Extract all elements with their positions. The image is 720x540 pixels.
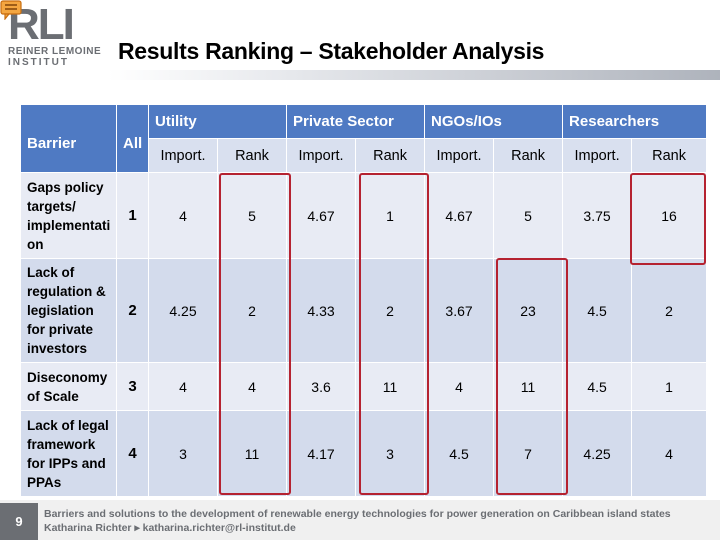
ngo-rank: 7 (493, 410, 564, 497)
barrier-label-line: framework (27, 436, 96, 452)
barrier-label: Diseconomy of Scale (20, 362, 117, 411)
page-number: 9 (0, 503, 38, 540)
ranking-table: Barrier All Utility Private Sector NGOs/… (20, 104, 708, 497)
research-rank: 1 (631, 362, 708, 411)
utility-rank: 4 (216, 362, 288, 411)
footer-bar (0, 500, 720, 540)
private-rank: 11 (355, 362, 426, 411)
barrier-label-line: for private (27, 322, 94, 337)
all-rank: 2 (116, 258, 149, 363)
barrier-label-line: Diseconomy (27, 369, 108, 385)
page-title: Results Ranking – Stakeholder Analysis (118, 38, 545, 64)
utility-import: 4 (148, 362, 218, 411)
barrier-label-line: targets/ (27, 198, 76, 214)
ngo-import: 4.5 (424, 410, 495, 497)
ngo-import: 3.67 (424, 258, 495, 363)
barrier-label-line: of Scale (27, 388, 79, 404)
all-rank: 3 (116, 362, 149, 411)
header-barrier: Barrier (20, 104, 117, 173)
barrier-label-line: PPAs (27, 474, 62, 490)
private-import: 3.6 (286, 362, 357, 411)
all-rank: 4 (116, 410, 149, 497)
subheader-cell: Import. (562, 138, 633, 173)
subheader-cell: Rank (631, 138, 708, 173)
footer-subtitle: Barriers and solutions to the developmen… (44, 508, 671, 520)
header-utility: Utility (147, 104, 288, 139)
ngo-import: 4 (424, 362, 495, 411)
barrier-label: Lack of legal framework for IPPs and PPA… (20, 410, 117, 497)
subheader-cell: Import. (424, 138, 495, 173)
barrier-label: Lack of regulation & legislation for pri… (20, 258, 117, 363)
private-rank: 1 (355, 172, 426, 259)
subheader-cell: Import. (286, 138, 357, 173)
research-import: 4.25 (562, 410, 633, 497)
subheader-cell: Rank (493, 138, 564, 173)
ngo-rank: 23 (493, 258, 564, 363)
highlight-box-research-rank (630, 173, 706, 265)
ngo-rank: 5 (493, 172, 564, 259)
barrier-label: Gaps policy targets/ implementati on (20, 172, 117, 259)
barrier-label-line: Gaps policy (27, 179, 104, 195)
footer-author: Katharina Richter ▸ katharina.richter@rl… (44, 522, 296, 534)
header-researchers: Researchers (562, 104, 708, 139)
private-import: 4.67 (286, 172, 357, 259)
research-import: 4.5 (562, 258, 633, 363)
barrier-label-line: implementati (27, 217, 111, 233)
ngo-rank: 11 (493, 362, 564, 411)
highlight-box-private-rank (359, 173, 429, 495)
utility-rank: 11 (216, 410, 288, 497)
header-private-sector: Private Sector (286, 104, 426, 139)
header-all: All (116, 104, 149, 173)
research-rank: 2 (631, 258, 708, 363)
private-import: 4.33 (286, 258, 357, 363)
all-rank: 1 (116, 172, 149, 259)
header-ngos-ios: NGOs/IOs (424, 104, 564, 139)
subheader-cell: Import. (148, 138, 218, 173)
table-row: Gaps policy targets/ implementati on 1 4… (20, 172, 708, 259)
table-row: Lack of regulation & legislation for pri… (20, 258, 708, 363)
barrier-label-line: legislation (27, 303, 94, 318)
comment-icon[interactable] (0, 0, 22, 20)
private-import: 4.17 (286, 410, 357, 497)
highlight-box-utility-rank (219, 173, 291, 495)
ngo-import: 4.67 (424, 172, 495, 259)
utility-rank: 5 (216, 172, 288, 259)
utility-import: 3 (148, 410, 218, 497)
private-rank: 3 (355, 410, 426, 497)
research-import: 3.75 (562, 172, 633, 259)
barrier-label-line: for IPPs and (27, 455, 106, 471)
utility-import: 4.25 (148, 258, 218, 363)
logo-text-line1: REINER LEMOINE (8, 46, 102, 57)
research-import: 4.5 (562, 362, 633, 411)
barrier-label-line: Lack of (27, 265, 75, 280)
research-rank: 4 (631, 410, 708, 497)
subheader-cell: Rank (216, 138, 288, 173)
subheader-cell: Rank (355, 138, 426, 173)
table-row: Lack of legal framework for IPPs and PPA… (20, 410, 708, 497)
title-underline-bar (108, 70, 720, 80)
barrier-label-line: investors (27, 341, 88, 356)
barrier-label-line: Lack of legal (27, 417, 109, 433)
barrier-label-line: on (27, 236, 44, 252)
table-row: Diseconomy of Scale 3 4 4 3.6 11 4 11 4.… (20, 362, 708, 411)
logo-text-line2: INSTITUT (8, 57, 69, 68)
barrier-label-line: regulation & (27, 284, 106, 299)
highlight-box-ngo-rank (496, 258, 568, 495)
utility-import: 4 (148, 172, 218, 259)
